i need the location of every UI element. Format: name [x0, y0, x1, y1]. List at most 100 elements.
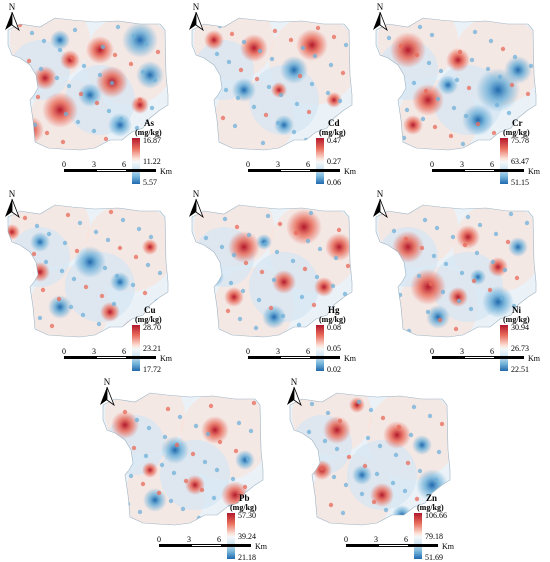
legend-ni: Ni (mg/kg) 30.94 26.73 22.51 [496, 305, 550, 374]
concentration-map-hg [191, 204, 353, 338]
legend-element-name: Hg [328, 305, 340, 315]
scale-unit: Km [255, 542, 267, 551]
scale-label: 0 [246, 347, 250, 356]
scale-bar: 0 3 6 Km [344, 535, 454, 555]
legend-element-name: Cr [512, 118, 523, 128]
legend-tick-mid: 26.73 [511, 344, 529, 353]
legend-tick-mid: 79.18 [425, 532, 443, 541]
map-panel-zn: N Zn (mg/kg) 106.66 79.18 51.69 0 3 6 Km [282, 375, 465, 562]
map-panel-pb: N Pb (mg/kg) 57.30 39.24 21.18 0 3 6 Km [95, 375, 278, 562]
scale-label: 0 [344, 535, 348, 544]
north-arrow-icon [373, 198, 388, 219]
scale-label: 3 [276, 347, 280, 356]
legend-tick-mid: 63.47 [511, 157, 529, 166]
legend-color-ramp [500, 325, 508, 371]
north-arrow: N [187, 2, 205, 32]
scale-label: 3 [187, 535, 191, 544]
legend-hg: Hg (mg/kg) 0.08 0.05 0.02 [312, 305, 367, 374]
north-arrow: N [371, 189, 389, 219]
scale-unit: Km [528, 167, 540, 176]
north-label: N [192, 2, 200, 12]
scale-unit: Km [528, 354, 540, 363]
north-arrow-icon [189, 11, 204, 32]
north-arrow-icon [5, 11, 20, 32]
legend-as: As (mg/kg) 16.87 11.22 5.57 [128, 118, 183, 187]
scale-label: 0 [246, 160, 250, 169]
legend-unit: (mg/kg) [503, 128, 530, 137]
legend-unit: (mg/kg) [135, 128, 162, 137]
scale-label: 6 [490, 347, 494, 356]
concentration-map-as [7, 17, 169, 151]
scale-unit: Km [442, 542, 454, 551]
legend-element-name: Zn [426, 493, 438, 503]
scale-label: 6 [122, 160, 126, 169]
concentration-map-cd [191, 17, 353, 151]
legend-tick-min: 21.18 [238, 553, 256, 562]
north-label: N [376, 2, 384, 12]
legend-pb: Pb (mg/kg) 57.30 39.24 21.18 [223, 493, 278, 562]
scale-label: 3 [92, 160, 96, 169]
scale-label: 6 [122, 347, 126, 356]
legend-tick-max: 106.66 [425, 511, 447, 520]
scale-bar: 0 3 6 Km [246, 347, 356, 367]
north-label: N [290, 377, 298, 387]
scale-bar: 0 3 6 Km [430, 347, 540, 367]
scale-label: 6 [306, 347, 310, 356]
concentration-map-zn [289, 392, 451, 526]
legend-element-name: As [144, 118, 155, 128]
legend-tick-max: 75.78 [511, 136, 529, 145]
legend-cu: Cu (mg/kg) 28.70 23.21 17.72 [128, 305, 183, 374]
legend-tick-max: 0.47 [327, 136, 341, 145]
legend-tick-min: 5.57 [143, 178, 157, 187]
legend-color-ramp [132, 325, 140, 371]
north-arrow: N [187, 189, 205, 219]
scale-label: 0 [62, 347, 66, 356]
scale-unit: Km [160, 167, 172, 176]
north-label: N [192, 189, 200, 199]
legend-element-name: Cu [144, 305, 156, 315]
north-arrow: N [98, 377, 116, 407]
legend-tick-min: 0.06 [327, 178, 341, 187]
legend-tick-max: 28.70 [143, 323, 161, 332]
legend-tick-max: 16.87 [143, 136, 161, 145]
legend-tick-min: 51.15 [511, 178, 529, 187]
legend-tick-max: 57.30 [238, 511, 256, 520]
map-panel-cu: N Cu (mg/kg) 28.70 23.21 17.72 0 3 6 Km [0, 187, 183, 374]
legend-tick-min: 17.72 [143, 365, 161, 374]
scale-label: 3 [92, 347, 96, 356]
legend-tick-min: 51.69 [425, 553, 443, 562]
north-label: N [8, 189, 16, 199]
scale-bar: 0 3 6 Km [157, 535, 267, 555]
north-arrow-icon [5, 198, 20, 219]
legend-unit: (mg/kg) [417, 503, 444, 512]
north-arrow-icon [189, 198, 204, 219]
legend-element-name: Cd [328, 118, 340, 128]
north-label: N [8, 2, 16, 12]
legend-unit: (mg/kg) [503, 315, 530, 324]
map-panel-cd: N Cd (mg/kg) 0.47 0.27 0.06 0 3 6 Km [184, 0, 367, 187]
scale-label: 6 [306, 160, 310, 169]
legend-tick-max: 30.94 [511, 323, 529, 332]
scale-label: 6 [217, 535, 221, 544]
legend-tick-mid: 23.21 [143, 344, 161, 353]
legend-tick-mid: 11.22 [143, 157, 161, 166]
scale-label: 0 [62, 160, 66, 169]
north-arrow-icon [287, 386, 302, 407]
legend-tick-max: 0.08 [327, 323, 341, 332]
scale-bar: 0 3 6 Km [246, 160, 356, 180]
scale-bar: 0 3 6 Km [62, 347, 172, 367]
north-label: N [376, 189, 384, 199]
map-panel-as: N As (mg/kg) 16.87 11.22 5.57 0 3 6 Km [0, 0, 183, 187]
concentration-map-ni [375, 204, 537, 338]
concentration-map-cu [7, 204, 169, 338]
legend-zn: Zn (mg/kg) 106.66 79.18 51.69 [410, 493, 465, 562]
legend-unit: (mg/kg) [319, 315, 346, 324]
north-arrow-icon [373, 11, 388, 32]
map-panel-cr: N Cr (mg/kg) 75.78 63.47 51.15 0 3 6 Km [368, 0, 550, 187]
legend-cr: Cr (mg/kg) 75.78 63.47 51.15 [496, 118, 550, 187]
scale-label: 3 [276, 160, 280, 169]
scale-label: 6 [490, 160, 494, 169]
legend-color-ramp [316, 138, 324, 184]
legend-color-ramp [132, 138, 140, 184]
legend-color-ramp [500, 138, 508, 184]
